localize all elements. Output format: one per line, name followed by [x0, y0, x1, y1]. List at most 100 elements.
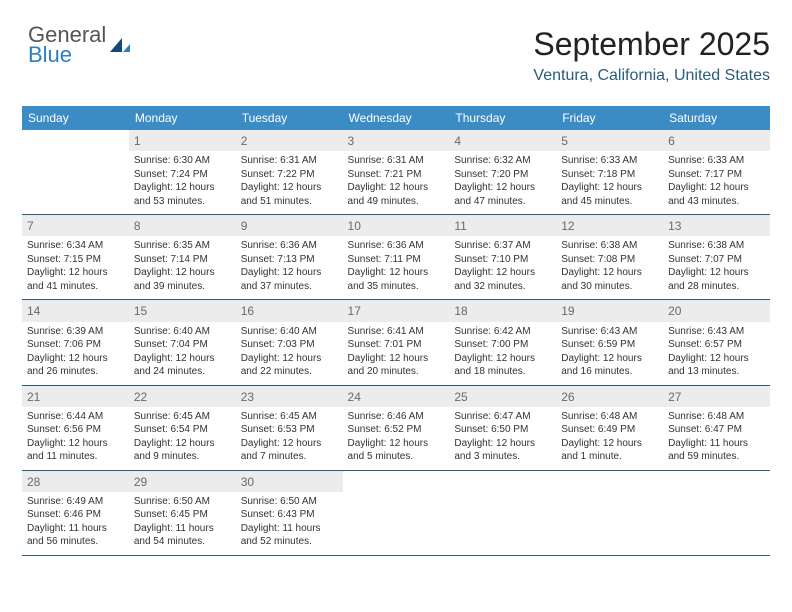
sunrise-text: Sunrise: 6:38 AM	[668, 239, 765, 253]
daylight-text: and 20 minutes.	[348, 365, 445, 379]
day-number: 21	[27, 389, 124, 405]
day-number: 29	[134, 474, 231, 490]
sunset-text: Sunset: 6:43 PM	[241, 508, 338, 522]
day-info-cell: Sunrise: 6:47 AMSunset: 6:50 PMDaylight:…	[449, 407, 556, 471]
sunrise-text: Sunrise: 6:41 AM	[348, 325, 445, 339]
day-number: 26	[561, 389, 658, 405]
day-info-cell	[449, 492, 556, 556]
sunset-text: Sunset: 6:52 PM	[348, 423, 445, 437]
day-number: 5	[561, 133, 658, 149]
day-number: 8	[134, 218, 231, 234]
day-number-cell	[449, 470, 556, 492]
day-header: Thursday	[449, 106, 556, 130]
week-info-row: Sunrise: 6:49 AMSunset: 6:46 PMDaylight:…	[22, 492, 770, 556]
daylight-text: and 45 minutes.	[561, 195, 658, 209]
day-number-cell: 15	[129, 300, 236, 322]
day-number: 30	[241, 474, 338, 490]
day-number: 12	[561, 218, 658, 234]
daylight-text: and 11 minutes.	[27, 450, 124, 464]
day-header: Sunday	[22, 106, 129, 130]
day-number-cell: 19	[556, 300, 663, 322]
daylight-text: and 51 minutes.	[241, 195, 338, 209]
day-number-cell: 10	[343, 215, 450, 237]
sunset-text: Sunset: 7:15 PM	[27, 253, 124, 267]
day-info-cell: Sunrise: 6:48 AMSunset: 6:49 PMDaylight:…	[556, 407, 663, 471]
sunset-text: Sunset: 7:14 PM	[134, 253, 231, 267]
day-number: 11	[454, 218, 551, 234]
day-info-cell: Sunrise: 6:43 AMSunset: 6:57 PMDaylight:…	[663, 322, 770, 386]
day-number-cell	[556, 470, 663, 492]
day-info-cell: Sunrise: 6:32 AMSunset: 7:20 PMDaylight:…	[449, 151, 556, 215]
day-number: 23	[241, 389, 338, 405]
daylight-text: Daylight: 12 hours	[27, 352, 124, 366]
daylight-text: and 32 minutes.	[454, 280, 551, 294]
calendar-body: 123456Sunrise: 6:30 AMSunset: 7:24 PMDay…	[22, 130, 770, 555]
daylight-text: and 47 minutes.	[454, 195, 551, 209]
week-date-row: 78910111213	[22, 215, 770, 237]
day-number: 14	[27, 303, 124, 319]
sunrise-text: Sunrise: 6:30 AM	[134, 154, 231, 168]
day-number-cell: 23	[236, 385, 343, 407]
sunset-text: Sunset: 7:07 PM	[668, 253, 765, 267]
day-number-cell: 8	[129, 215, 236, 237]
sunset-text: Sunset: 6:50 PM	[454, 423, 551, 437]
day-info-cell: Sunrise: 6:42 AMSunset: 7:00 PMDaylight:…	[449, 322, 556, 386]
sunrise-text: Sunrise: 6:36 AM	[348, 239, 445, 253]
sunset-text: Sunset: 7:04 PM	[134, 338, 231, 352]
day-number: 6	[668, 133, 765, 149]
sunset-text: Sunset: 7:20 PM	[454, 168, 551, 182]
daylight-text: and 30 minutes.	[561, 280, 658, 294]
sunrise-text: Sunrise: 6:50 AM	[241, 495, 338, 509]
day-number-cell	[663, 470, 770, 492]
sunset-text: Sunset: 7:17 PM	[668, 168, 765, 182]
day-header: Friday	[556, 106, 663, 130]
sunset-text: Sunset: 7:10 PM	[454, 253, 551, 267]
sunrise-text: Sunrise: 6:32 AM	[454, 154, 551, 168]
daylight-text: Daylight: 12 hours	[668, 352, 765, 366]
day-number-cell: 21	[22, 385, 129, 407]
daylight-text: and 39 minutes.	[134, 280, 231, 294]
day-number-cell: 17	[343, 300, 450, 322]
sunrise-text: Sunrise: 6:39 AM	[27, 325, 124, 339]
day-info-cell: Sunrise: 6:38 AMSunset: 7:08 PMDaylight:…	[556, 236, 663, 300]
logo: General Blue	[28, 24, 130, 66]
day-info-cell: Sunrise: 6:38 AMSunset: 7:07 PMDaylight:…	[663, 236, 770, 300]
daylight-text: Daylight: 12 hours	[454, 352, 551, 366]
day-number: 4	[454, 133, 551, 149]
daylight-text: Daylight: 12 hours	[241, 437, 338, 451]
sunrise-text: Sunrise: 6:43 AM	[668, 325, 765, 339]
logo-sail-icon	[110, 38, 130, 52]
sunset-text: Sunset: 7:21 PM	[348, 168, 445, 182]
day-number-cell: 20	[663, 300, 770, 322]
daylight-text: and 7 minutes.	[241, 450, 338, 464]
daylight-text: Daylight: 12 hours	[348, 437, 445, 451]
day-info-cell: Sunrise: 6:40 AMSunset: 7:03 PMDaylight:…	[236, 322, 343, 386]
daylight-text: and 41 minutes.	[27, 280, 124, 294]
sunrise-text: Sunrise: 6:42 AM	[454, 325, 551, 339]
sunrise-text: Sunrise: 6:45 AM	[241, 410, 338, 424]
day-number-cell: 29	[129, 470, 236, 492]
daylight-text: Daylight: 12 hours	[561, 437, 658, 451]
week-info-row: Sunrise: 6:34 AMSunset: 7:15 PMDaylight:…	[22, 236, 770, 300]
day-number: 19	[561, 303, 658, 319]
day-number-cell: 12	[556, 215, 663, 237]
sunrise-text: Sunrise: 6:43 AM	[561, 325, 658, 339]
week-date-row: 14151617181920	[22, 300, 770, 322]
daylight-text: and 49 minutes.	[348, 195, 445, 209]
daylight-text: and 28 minutes.	[668, 280, 765, 294]
daylight-text: and 18 minutes.	[454, 365, 551, 379]
day-info-cell: Sunrise: 6:45 AMSunset: 6:53 PMDaylight:…	[236, 407, 343, 471]
daylight-text: and 54 minutes.	[134, 535, 231, 549]
day-number-cell: 30	[236, 470, 343, 492]
sunrise-text: Sunrise: 6:48 AM	[561, 410, 658, 424]
week-info-row: Sunrise: 6:30 AMSunset: 7:24 PMDaylight:…	[22, 151, 770, 215]
day-number-cell	[343, 470, 450, 492]
sunset-text: Sunset: 6:53 PM	[241, 423, 338, 437]
daylight-text: Daylight: 12 hours	[134, 266, 231, 280]
daylight-text: Daylight: 11 hours	[134, 522, 231, 536]
day-info-cell	[343, 492, 450, 556]
day-number-cell: 27	[663, 385, 770, 407]
day-number-cell: 6	[663, 130, 770, 151]
day-info-cell: Sunrise: 6:31 AMSunset: 7:22 PMDaylight:…	[236, 151, 343, 215]
day-info-cell: Sunrise: 6:48 AMSunset: 6:47 PMDaylight:…	[663, 407, 770, 471]
